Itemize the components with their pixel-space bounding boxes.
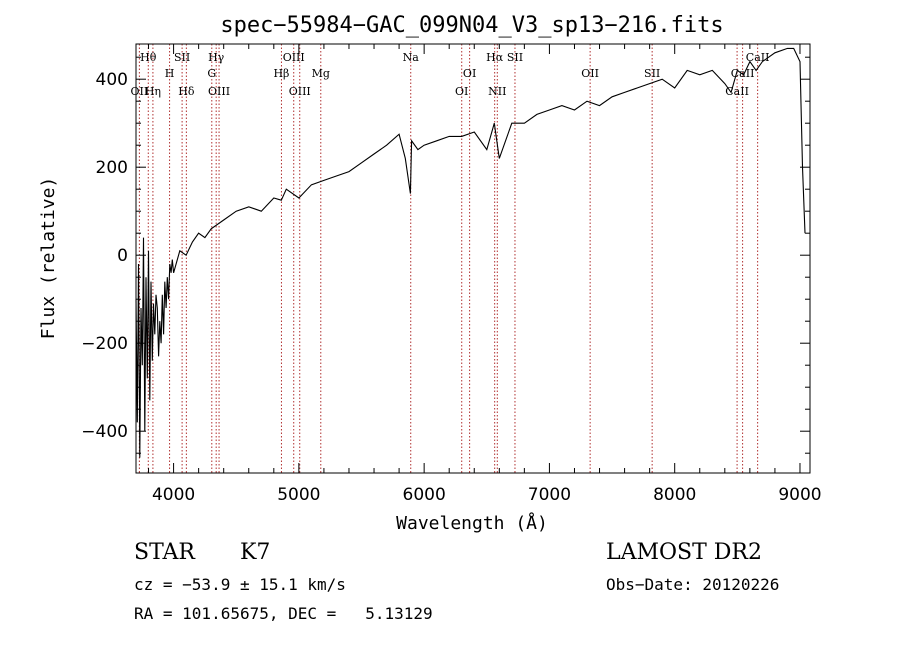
survey-name: LAMOST DR2 <box>606 540 762 565</box>
object-type: STAR <box>134 540 195 565</box>
marker-label-8: OIII <box>208 85 230 98</box>
x-tick-label-1: 5000 <box>277 485 320 505</box>
x-tick-label-3: 7000 <box>528 485 571 505</box>
marker-label-14: OI <box>463 67 476 80</box>
marker-label-15: OI <box>455 85 468 98</box>
y-tick-label-0: −400 <box>81 422 128 442</box>
y-tick-label-4: 400 <box>96 70 128 90</box>
coordinates-text: RA = 101.65675, DEC = 5.13129 <box>134 604 433 623</box>
marker-label-4: SII <box>174 51 190 64</box>
marker-label-0: Hθ <box>140 51 157 64</box>
y-tick-label-3: 200 <box>96 158 128 178</box>
marker-label-19: OII <box>581 67 599 80</box>
marker-label-6: Hγ <box>208 51 225 64</box>
y-tick-label-2: 0 <box>117 246 128 266</box>
marker-label-18: SII <box>507 51 523 64</box>
marker-label-17: NII <box>488 85 506 98</box>
x-tick-label-2: 6000 <box>403 485 446 505</box>
x-tick-label-4: 8000 <box>653 485 696 505</box>
emission-line-markers <box>138 44 759 473</box>
marker-label-23: CaII <box>725 85 749 98</box>
y-axis-ticks: −400 −200 0 200 400 <box>81 56 810 454</box>
spectral-subclass: K7 <box>240 540 271 565</box>
marker-label-13: Na <box>403 51 420 64</box>
emission-line-labels: HθOIIHηHSIIHδHγGOIIIHβOIIIOIIIMgNaOIOIHα… <box>131 51 770 98</box>
spectrum-line <box>135 47 806 458</box>
marker-label-20: SII <box>644 67 660 80</box>
marker-label-9: Hβ <box>273 67 289 80</box>
marker-label-11: OIII <box>289 85 311 98</box>
marker-label-3: H <box>165 67 175 80</box>
marker-label-5: Hδ <box>178 85 195 98</box>
x-tick-label-5: 9000 <box>778 485 821 505</box>
observation-date: Obs−Date: 20120226 <box>606 575 780 594</box>
x-axis-ticks: 4000 5000 6000 7000 8000 9000 <box>148 44 822 505</box>
marker-label-16: Hα <box>486 51 504 64</box>
x-tick-label-0: 4000 <box>152 485 195 505</box>
marker-label-7: G <box>207 67 216 80</box>
x-axis-label: Wavelength (Å) <box>396 512 548 534</box>
marker-label-12: Mg <box>312 67 330 80</box>
velocity-text: cz = −53.9 ± 15.1 km/s <box>134 575 346 594</box>
plot-frame <box>135 43 811 474</box>
y-tick-label-1: −200 <box>81 334 128 354</box>
marker-label-1: OII <box>131 85 149 98</box>
marker-label-10: OIII <box>283 51 305 64</box>
chart-title: spec−55984−GAC_099N04_V3_sp13−216.fits <box>220 13 723 38</box>
y-axis-label: Flux (relative) <box>38 177 59 340</box>
marker-label-2: Hη <box>145 85 161 98</box>
